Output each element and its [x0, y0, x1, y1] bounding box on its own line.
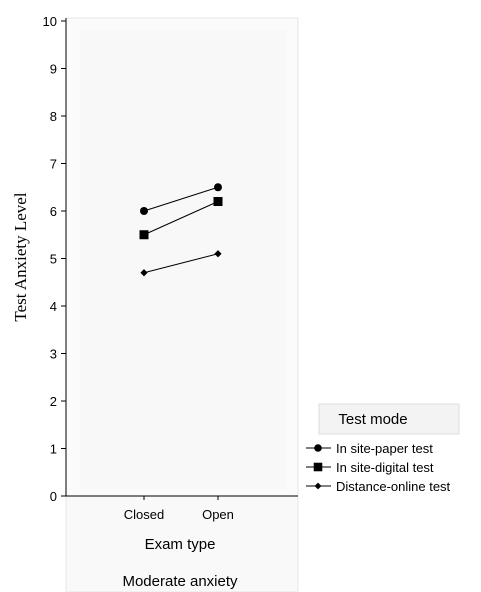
- y-tick-label: 2: [50, 394, 57, 409]
- y-axis-title: Test Anxiety Level: [11, 192, 30, 321]
- legend-label: In site-paper test: [336, 441, 433, 456]
- data-point-circle: [140, 207, 148, 215]
- data-point-diamond: [214, 250, 222, 258]
- data-point-circle: [214, 183, 222, 192]
- x-tick-label: Closed: [124, 507, 164, 522]
- legend-marker-square: [313, 462, 323, 472]
- y-tick-label: 10: [43, 14, 57, 29]
- y-tick-label: 3: [50, 347, 57, 362]
- bottom-strip-background: [65, 495, 299, 592]
- series-line: [143, 201, 219, 236]
- y-tick-label: 8: [50, 109, 57, 124]
- series-layer: [139, 183, 223, 277]
- legend-title: Test mode: [338, 411, 407, 428]
- legend-label: Distance-online test: [336, 479, 451, 494]
- series-square: [139, 197, 223, 240]
- series-line: [143, 253, 219, 274]
- legend: Test mode In site-paper test In site-digi…: [306, 403, 460, 494]
- y-tick-label: 7: [50, 157, 57, 172]
- data-point-square: [213, 197, 223, 206]
- legend-title-box: [318, 403, 460, 435]
- y-tick-label: 6: [50, 204, 57, 219]
- legend-item: In site-digital test: [306, 460, 434, 475]
- y-tick-label: 4: [50, 299, 57, 314]
- legend-item: Distance-online test: [306, 479, 451, 494]
- legend-items: In site-paper test In site-digital test Di…: [306, 441, 451, 494]
- data-point-diamond: [140, 269, 148, 277]
- inner-panel-shade: [80, 30, 286, 490]
- y-tick-label: 9: [50, 62, 57, 77]
- x-axis-title: Exam type: [145, 536, 216, 553]
- data-point-square: [139, 230, 149, 240]
- legend-marker-diamond: [314, 482, 322, 490]
- series-circle: [140, 183, 222, 215]
- y-tick-label: 5: [50, 252, 57, 267]
- x-tick-label: Open: [202, 507, 234, 522]
- y-tick-label: 0: [50, 489, 57, 504]
- y-axis-ticks: 0 1 2 3 4 5 6 7 8 9 10: [43, 14, 66, 504]
- x-axis-ticks: Closed Open: [124, 496, 234, 522]
- legend-marker-circle: [314, 444, 322, 452]
- legend-item: In site-paper test: [306, 441, 433, 456]
- legend-label: In site-digital test: [336, 460, 434, 475]
- y-tick-label: 1: [50, 442, 57, 457]
- series-line: [143, 186, 219, 212]
- series-diamond: [140, 250, 222, 277]
- panel-label: Moderate anxiety: [122, 573, 238, 590]
